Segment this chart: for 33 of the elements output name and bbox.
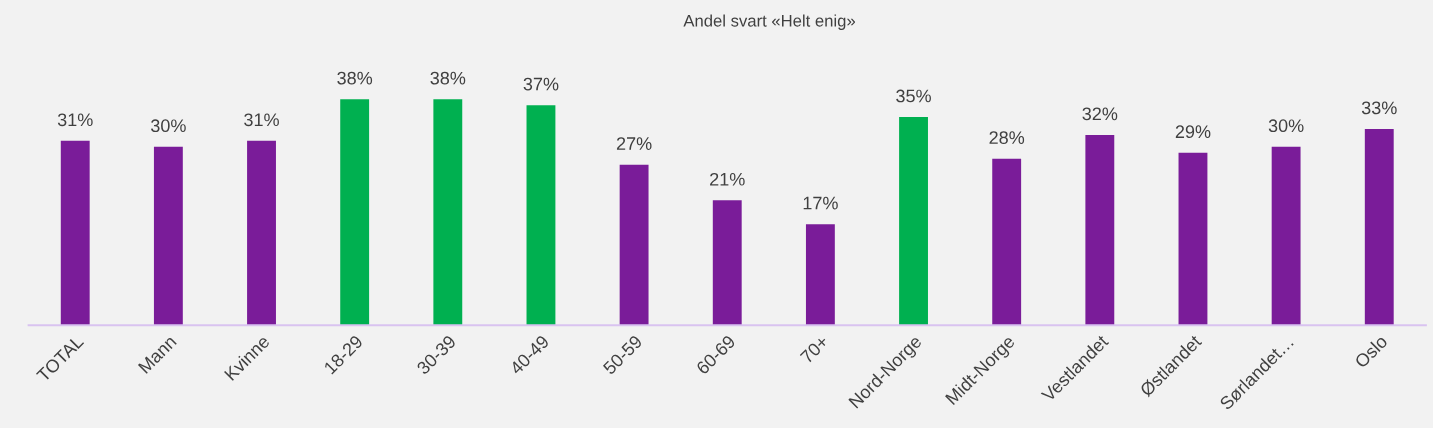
bar: [60, 140, 90, 326]
data-label: 21%: [710, 172, 745, 186]
bar: [899, 117, 928, 326]
x-tick-label: 70+: [799, 334, 830, 364]
data-label: 28%: [989, 131, 1025, 145]
data-label: 31%: [244, 113, 279, 127]
bar: [526, 105, 556, 326]
bar: [805, 224, 835, 326]
bar: [1364, 128, 1394, 326]
bar: [992, 158, 1022, 326]
data-label: 32%: [1082, 107, 1118, 121]
bar: [619, 164, 649, 326]
data-label: 17%: [803, 196, 838, 210]
bar: [340, 99, 370, 326]
bar: [1178, 152, 1208, 326]
bar: [153, 146, 183, 326]
bar: [247, 140, 276, 326]
bar: [712, 200, 742, 326]
data-label: 29%: [1175, 125, 1211, 139]
data-label: 33%: [1361, 101, 1397, 115]
data-label: 37%: [523, 77, 559, 91]
chart-title: Andel svart «Helt enig»: [683, 14, 856, 30]
data-label: 38%: [337, 71, 373, 85]
data-label: 31%: [57, 113, 93, 127]
bar: [433, 99, 463, 326]
x-tick-label: Oslo: [1353, 334, 1389, 369]
bar: [1085, 134, 1115, 326]
data-label: 35%: [896, 89, 931, 103]
data-label: 30%: [151, 119, 186, 133]
data-label: 27%: [616, 137, 652, 150]
data-label: 30%: [1268, 119, 1304, 133]
bar: [1271, 146, 1301, 326]
data-label: 38%: [430, 71, 466, 85]
